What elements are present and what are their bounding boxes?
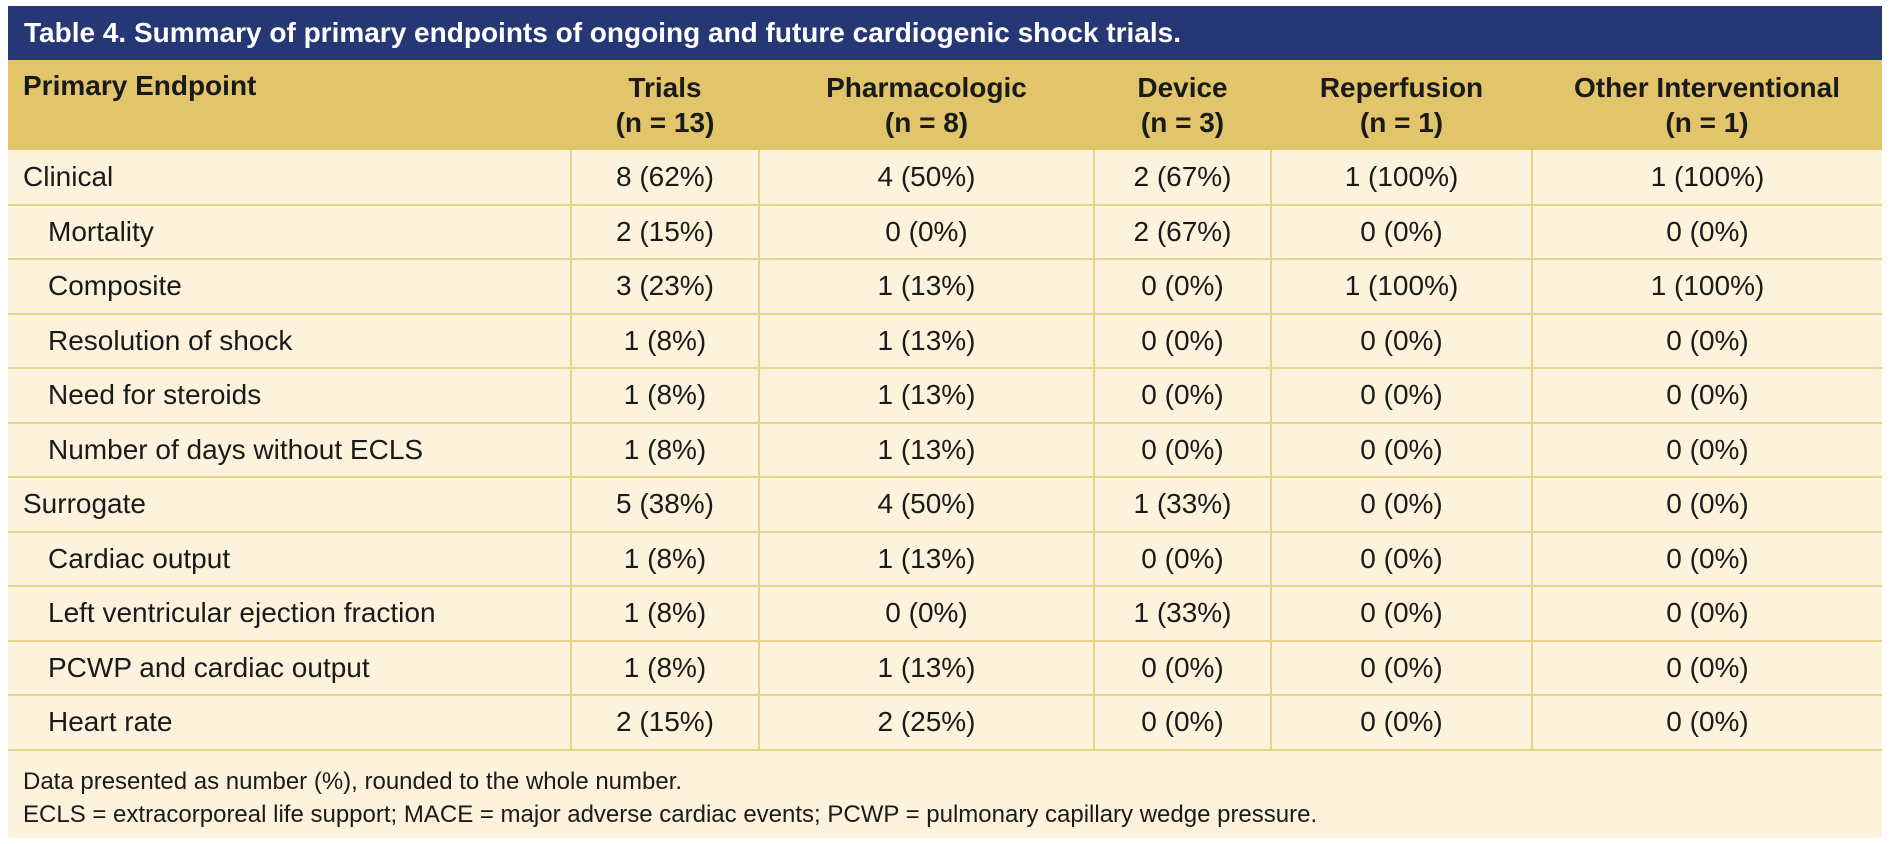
table-row: Number of days without ECLS 1 (8%) 1 (13%)… [8,422,1882,478]
table-cell: 0 (0%) [759,586,1095,642]
table-row: Surrogate 5 (38%) 4 (50%) 1 (33%) 0 (0%) 0 (0… [8,477,1882,533]
table-cell: 0 (0%) [1532,313,1882,369]
table-panel: Table 4. Summary of primary endpoints of… [8,6,1882,838]
table-cell: 0 (0%) [1271,368,1533,424]
table-cell: 1 (8%) [571,422,760,478]
table-cell: 1 (13%) [759,259,1095,315]
table-row: Mortality 2 (15%) 0 (0%) 2 (67%) 0 (0%) 0 (0%… [8,204,1882,260]
table-row: Left ventricular ejection fraction 1 (8%)… [8,586,1882,642]
table-cell: 0 (0%) [1271,640,1533,696]
table-cell: 2 (15%) [571,204,760,260]
row-label-subcategory: Cardiac output [8,531,572,587]
table-cell: 0 (0%) [1271,422,1533,478]
table-cell: 1 (100%) [1532,259,1882,315]
header-row: Primary Endpoint Trials (n = 13) Pharmac… [8,60,1882,150]
table-cell: 0 (0%) [1532,368,1882,424]
table-cell: 4 (50%) [759,477,1095,533]
table-cell: 0 (0%) [1094,422,1272,478]
table-row: Resolution of shock 1 (8%) 1 (13%) 0 (0%) 0 … [8,313,1882,369]
table-cell: 1 (13%) [759,313,1095,369]
table-cell: 4 (50%) [759,150,1095,206]
table-cell: 0 (0%) [1532,695,1882,751]
table-cell: 0 (0%) [1271,477,1533,533]
table-cell: 1 (100%) [1532,150,1882,206]
table-cell: 0 (0%) [1532,477,1882,533]
row-label-subcategory: Heart rate [8,695,572,751]
column-header-other-interventional: Other Interventional (n = 1) [1532,60,1882,150]
table-cell: 2 (15%) [571,695,760,751]
row-label-subcategory: Number of days without ECLS [8,422,572,478]
row-label-category: Clinical [8,150,572,206]
table-cell: 0 (0%) [1271,204,1533,260]
table-row: Composite 3 (23%) 1 (13%) 0 (0%) 1 (100%) 1 (… [8,259,1882,315]
table-cell: 1 (100%) [1271,150,1533,206]
row-label-subcategory: Resolution of shock [8,313,572,369]
row-label-subcategory: PCWP and cardiac output [8,640,572,696]
table-cell: 0 (0%) [1532,586,1882,642]
table-cell: 0 (0%) [1094,259,1272,315]
table-cell: 0 (0%) [1094,695,1272,751]
table-cell: 1 (8%) [571,531,760,587]
column-header-device: Device (n = 3) [1094,60,1271,150]
table-cell: 0 (0%) [1532,640,1882,696]
row-label-subcategory: Composite [8,259,572,315]
endpoints-table: Primary Endpoint Trials (n = 13) Pharmac… [8,60,1882,751]
table-cell: 0 (0%) [1532,422,1882,478]
row-label-category: Surrogate [8,477,572,533]
table-cell: 1 (13%) [759,640,1095,696]
table-cell: 0 (0%) [1271,531,1533,587]
table-row: Clinical 8 (62%) 4 (50%) 2 (67%) 1 (100%) 1 (… [8,150,1882,206]
table-cell: 5 (38%) [571,477,760,533]
table-cell: 1 (8%) [571,640,760,696]
table-cell: 1 (8%) [571,586,760,642]
table-cell: 1 (100%) [1271,259,1533,315]
table-cell: 0 (0%) [1094,368,1272,424]
table-cell: 0 (0%) [1094,640,1272,696]
footnotes: Data presented as number (%), rounded to… [8,751,1882,831]
table-row: Heart rate 2 (15%) 2 (25%) 0 (0%) 0 (0%) 0 (0… [8,695,1882,751]
table-cell: 1 (13%) [759,531,1095,587]
table-row: PCWP and cardiac output 1 (8%) 1 (13%) 0 (0… [8,640,1882,696]
table-cell: 3 (23%) [571,259,760,315]
table-cell: 0 (0%) [1271,695,1533,751]
footnote: Data presented as number (%), rounded to… [23,767,683,795]
table-cell: 1 (8%) [571,313,760,369]
row-label-subcategory: Mortality [8,204,572,260]
table-row: Cardiac output 1 (8%) 1 (13%) 0 (0%) 0 (0%) 0… [8,531,1882,587]
table-cell: 1 (13%) [759,368,1095,424]
table-cell: 0 (0%) [1532,531,1882,587]
table-cell: 0 (0%) [1532,204,1882,260]
table-cell: 0 (0%) [1271,313,1533,369]
table-cell: 0 (0%) [759,204,1095,260]
table-cell: 2 (25%) [759,695,1095,751]
table-cell: 1 (13%) [759,422,1095,478]
table-cell: 2 (67%) [1094,204,1272,260]
table-cell: 2 (67%) [1094,150,1272,206]
table-cell: 1 (33%) [1094,477,1272,533]
table-cell: 0 (0%) [1094,313,1272,369]
footnote: ECLS = extracorporeal life support; MACE… [23,800,1318,828]
table-row: Need for steroids 1 (8%) 1 (13%) 0 (0%) 0 (0… [8,368,1882,424]
column-header-pharmacologic: Pharmacologic (n = 8) [759,60,1094,150]
table-cell: 0 (0%) [1094,531,1272,587]
table-cell: 1 (8%) [571,368,760,424]
column-header-trials: Trials (n = 13) [571,60,759,150]
table-cell: 0 (0%) [1271,586,1533,642]
row-label-subcategory: Need for steroids [8,368,572,424]
table-title: Table 4. Summary of primary endpoints of… [8,6,1882,60]
table-cell: 1 (33%) [1094,586,1272,642]
table-cell: 8 (62%) [571,150,760,206]
column-header-primary-endpoint: Primary Endpoint [8,60,571,150]
row-label-subcategory: Left ventricular ejection fraction [8,586,572,642]
table-body: Clinical 8 (62%) 4 (50%) 2 (67%) 1 (100%) 1 (… [8,150,1882,751]
column-header-reperfusion: Reperfusion (n = 1) [1271,60,1532,150]
